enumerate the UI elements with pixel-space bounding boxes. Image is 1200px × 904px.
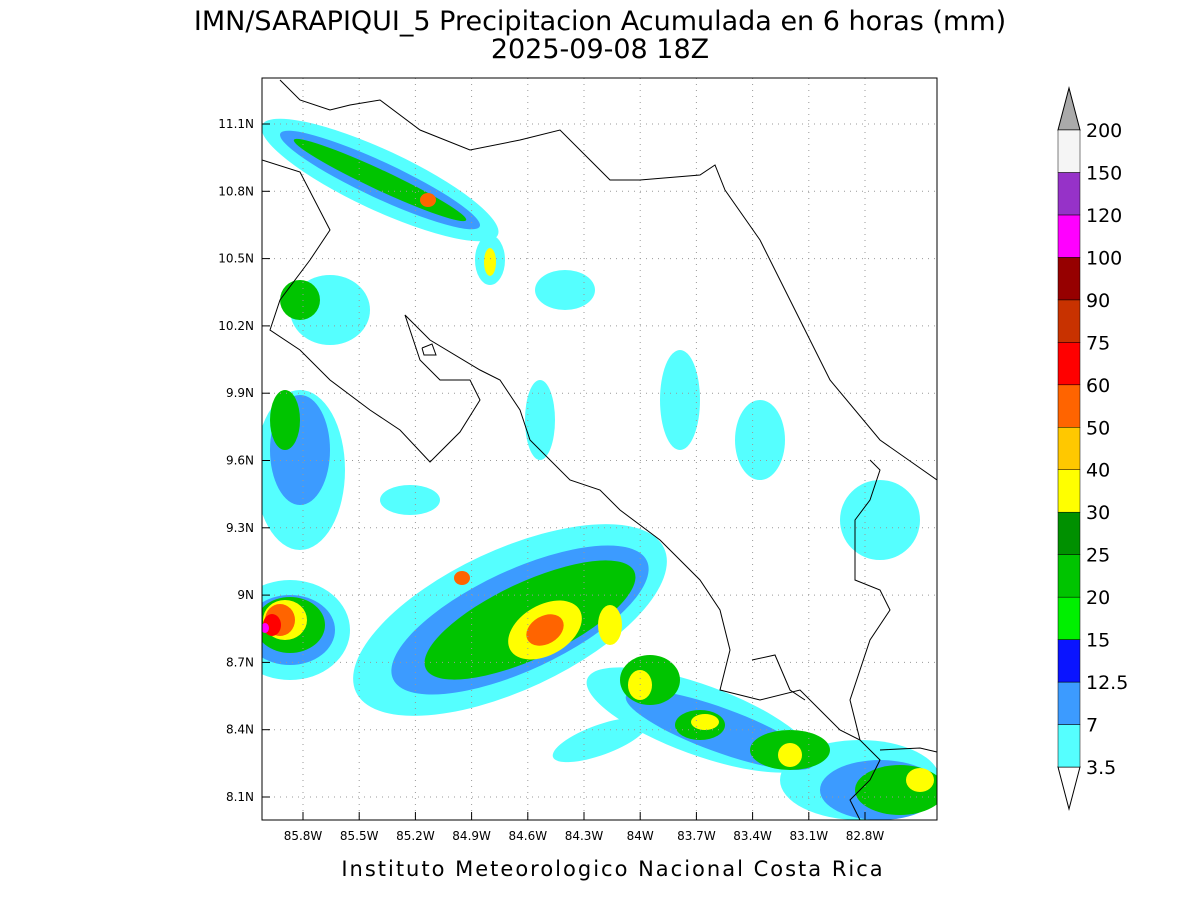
graticule xyxy=(262,78,937,820)
y-tick-label: 11.1N xyxy=(218,117,254,131)
x-tick-label: 83.7W xyxy=(677,829,716,843)
map-frame xyxy=(261,77,938,821)
colorbar-label: 90 xyxy=(1086,290,1110,312)
colorbar: 3.5 7 12.5 15 20 25 30 40 50 60 75 90 100 120 150 200 xyxy=(1057,86,1128,811)
colorbar-segment xyxy=(1057,681,1081,725)
y-tick-label: 9.6N xyxy=(226,454,254,468)
colorbar-label: 60 xyxy=(1086,375,1110,397)
y-tick-label: 10.5N xyxy=(218,252,254,266)
colorbar-segment xyxy=(1057,554,1081,598)
colorbar-label: 20 xyxy=(1086,587,1110,609)
colorbar-segment xyxy=(1057,596,1081,640)
colorbar-segment xyxy=(1057,511,1081,555)
colorbar-segment xyxy=(1057,724,1081,768)
colorbar-label: 15 xyxy=(1086,630,1110,652)
colorbar-segment xyxy=(1057,427,1081,470)
colorbar-label: 30 xyxy=(1086,502,1110,524)
y-tick-label: 10.2N xyxy=(218,319,254,333)
colorbar-segment xyxy=(1057,342,1081,386)
coastlines xyxy=(262,79,937,820)
colorbar-label: 12.5 xyxy=(1086,672,1128,694)
y-tick-label: 9N xyxy=(237,588,254,602)
colorbar-segment xyxy=(1057,384,1081,428)
x-tick-label: 85.8W xyxy=(284,829,323,843)
x-tick-label: 84.3W xyxy=(565,829,604,843)
colorbar-segment xyxy=(1057,469,1081,513)
colorbar-label: 7 xyxy=(1086,715,1098,737)
y-tick-label: 8.1N xyxy=(226,790,254,804)
x-tick-label: 83.4W xyxy=(733,829,772,843)
colorbar-under xyxy=(1057,766,1081,811)
x-tick-label: 85.5W xyxy=(340,829,379,843)
colorbar-segment xyxy=(1057,129,1081,173)
colorbar-segment xyxy=(1057,639,1081,683)
title: IMN/SARAPIQUI_5 Precipitacion Acumulada … xyxy=(194,6,1006,37)
y-tick-label: 9.3N xyxy=(226,521,254,535)
colorbar-segment xyxy=(1057,172,1081,216)
x-tick-label: 84W xyxy=(627,829,654,843)
colorbar-segment xyxy=(1057,257,1081,301)
colorbar-label: 120 xyxy=(1086,205,1122,227)
x-tick-label: 84.6W xyxy=(509,829,548,843)
y-tick-label: 9.9N xyxy=(226,386,254,400)
colorbar-label: 75 xyxy=(1086,332,1110,354)
colorbar-label: 150 xyxy=(1086,162,1122,184)
colorbar-label: 3.5 xyxy=(1086,757,1116,779)
y-tick-label: 8.4N xyxy=(226,723,254,737)
subtitle: 2025-09-08 18Z xyxy=(491,34,709,65)
colorbar-segment xyxy=(1057,214,1081,258)
credit: Instituto Meteorologico Nacional Costa R… xyxy=(341,857,884,881)
y-tick-label: 10.8N xyxy=(218,184,254,198)
x-tick-label: 82.8W xyxy=(846,829,885,843)
colorbar-label: 40 xyxy=(1086,460,1110,482)
colorbar-over xyxy=(1057,86,1081,131)
colorbar-label: 50 xyxy=(1086,417,1110,439)
colorbar-label: 200 xyxy=(1086,120,1122,142)
precipitation-field xyxy=(262,118,937,820)
x-tick-label: 85.2W xyxy=(396,829,435,843)
x-tick-label: 83.1W xyxy=(790,829,829,843)
y-tick-label: 8.7N xyxy=(226,655,254,669)
colorbar-label: 100 xyxy=(1086,247,1122,269)
colorbar-label: 25 xyxy=(1086,545,1110,567)
colorbar-segment xyxy=(1057,299,1081,343)
x-tick-label: 84.9W xyxy=(452,829,491,843)
